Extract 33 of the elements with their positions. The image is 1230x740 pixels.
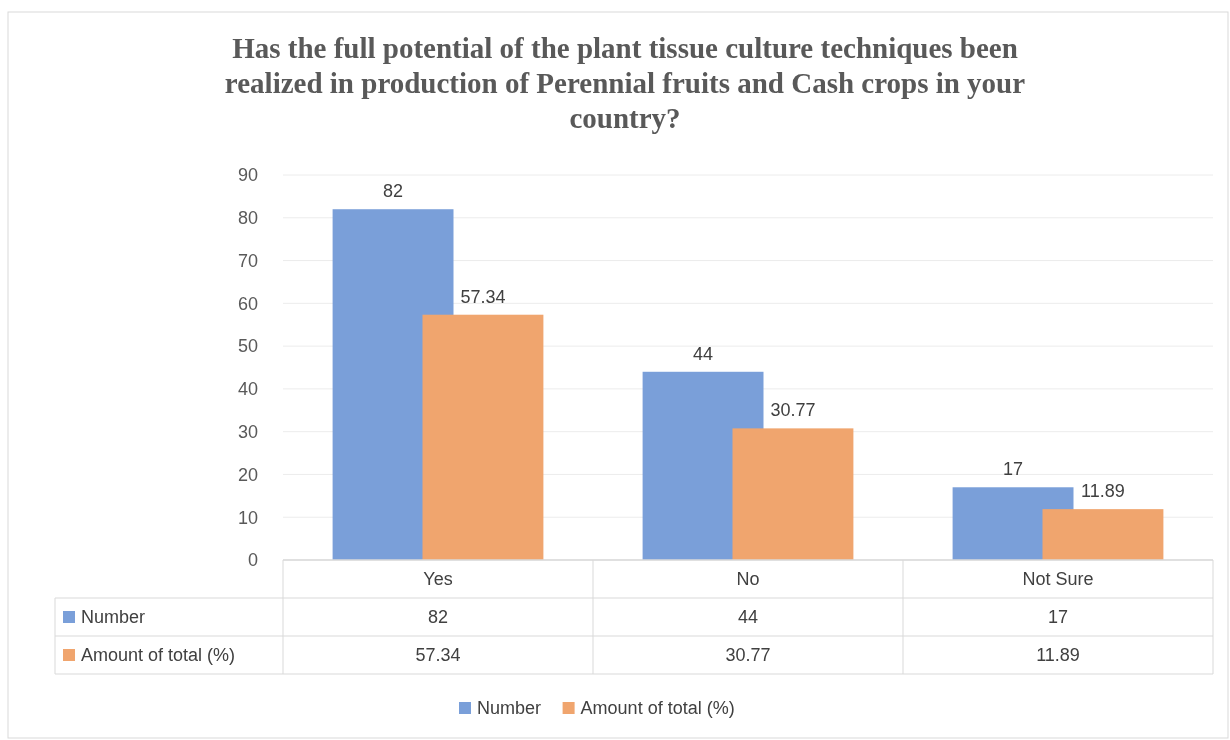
y-tick-label: 90 — [237, 165, 258, 186]
text: 30.77 — [770, 400, 816, 421]
data-label: 82 — [427, 607, 449, 628]
y-tick-label: 80 — [237, 208, 258, 229]
text: 44 — [693, 343, 714, 364]
text: 82 — [383, 181, 404, 202]
y-tick-label: 10 — [237, 507, 258, 528]
x-tick-label: Yes — [423, 569, 453, 590]
bar — [422, 314, 544, 560]
legend-label: Amount of total (%) — [580, 698, 735, 719]
data-label: 44 — [737, 607, 759, 628]
data-label: 17 — [1047, 607, 1069, 628]
y-tick-label: 20 — [237, 464, 258, 485]
y-tick-label: 0 — [247, 550, 258, 571]
text: 11.89 — [1081, 481, 1125, 502]
bar — [1042, 509, 1164, 560]
text: 17 — [1003, 459, 1024, 480]
data-label: 30.77 — [725, 645, 771, 666]
data-label: 57.34 — [415, 645, 461, 666]
y-tick-label: 70 — [237, 250, 258, 271]
text: 57.34 — [460, 286, 506, 307]
text: Number — [81, 607, 146, 628]
x-tick-label: Not Sure — [1022, 569, 1094, 590]
y-tick-label: 50 — [237, 336, 258, 357]
text: Amount of total (%) — [81, 645, 236, 666]
x-tick-label: No — [736, 569, 760, 590]
y-tick-label: 30 — [237, 421, 258, 442]
chart-title: Has the full potential of the plant tissue culture techniques been realized in production of Perennial fruits and Cash crops in your country? — [224, 32, 1026, 134]
y-tick-label: 40 — [237, 379, 258, 400]
bar — [732, 428, 854, 560]
data-label: 11.89 — [1036, 645, 1080, 666]
legend-label: Number — [477, 698, 542, 719]
y-tick-label: 60 — [237, 293, 258, 314]
